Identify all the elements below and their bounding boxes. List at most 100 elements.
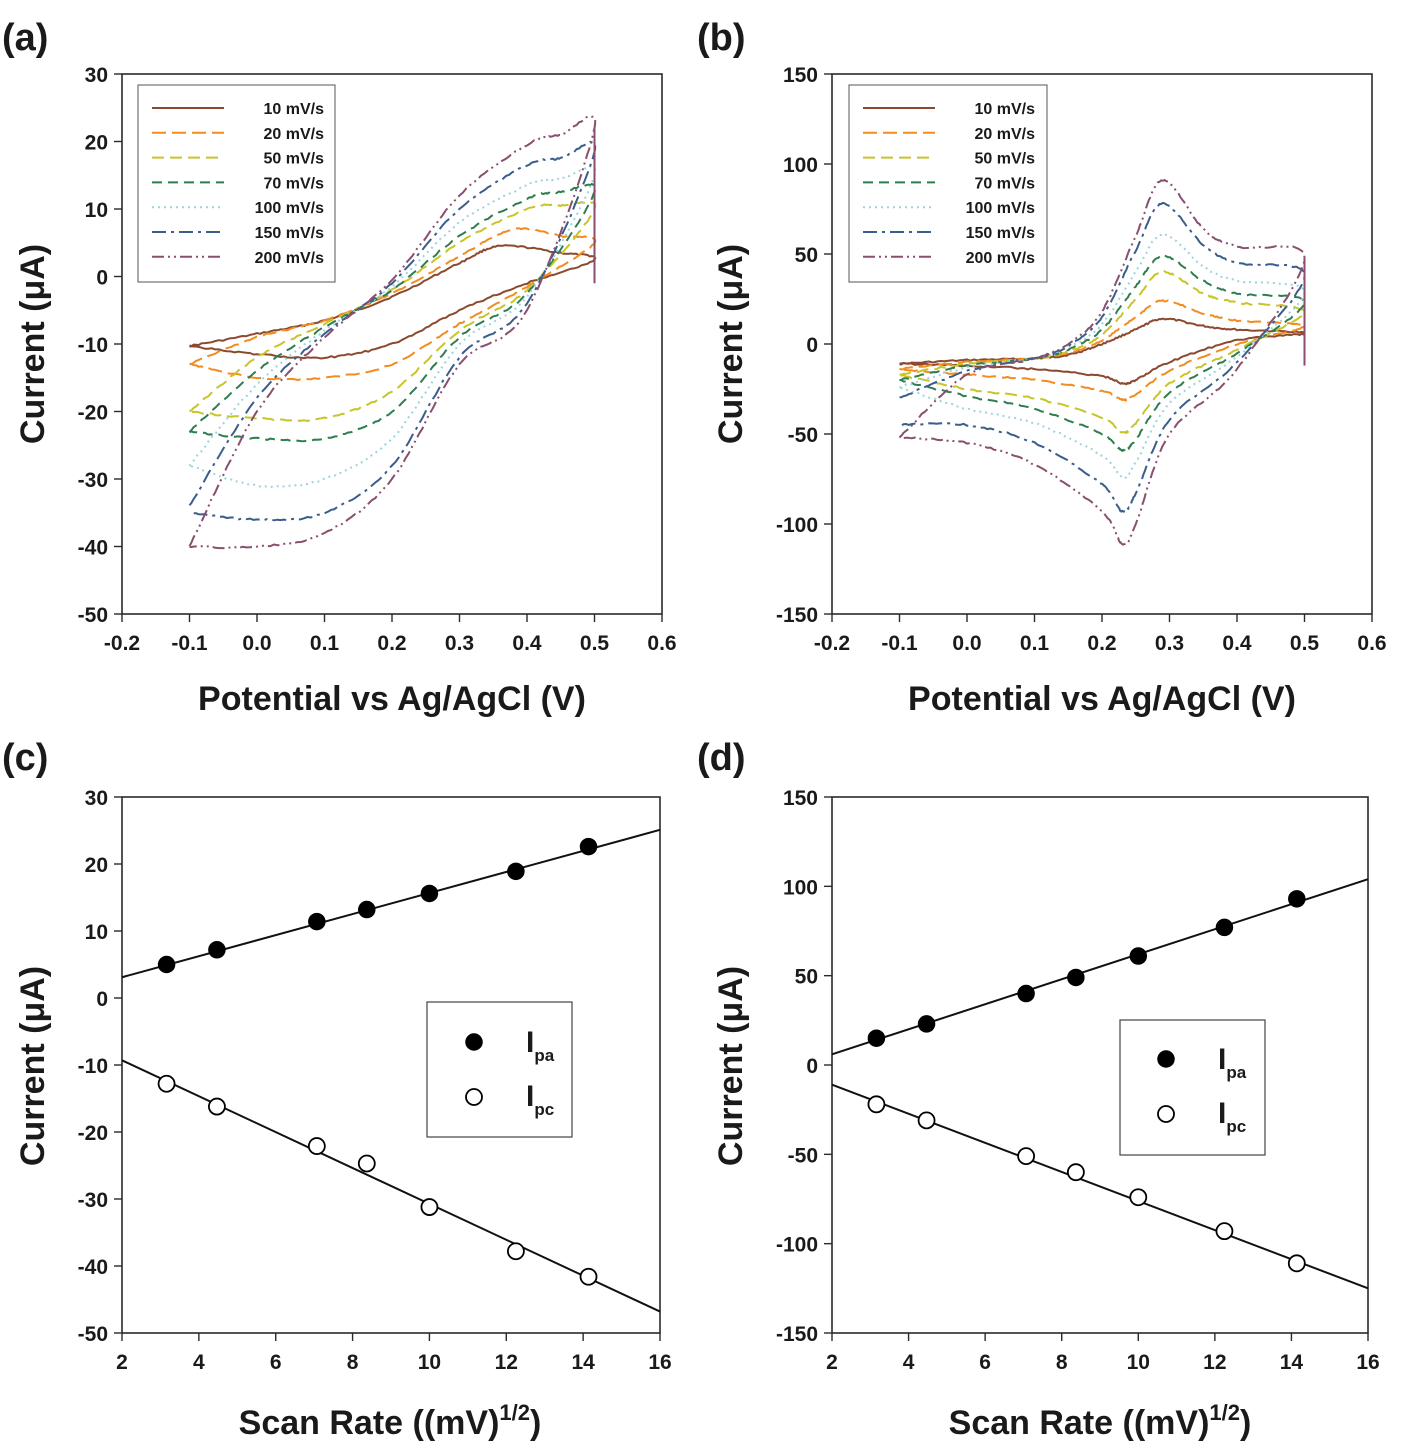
y-tick-label: -100 — [776, 514, 818, 537]
legend-label-b-4: 100 mV/s — [966, 200, 1035, 217]
cv-curve-a-1 — [189, 227, 597, 381]
y-tick-label: 10 — [85, 921, 108, 944]
data-point-d-ipa — [867, 1029, 886, 1047]
y-tick-label: 0 — [96, 267, 108, 290]
x-tick-label: 12 — [1203, 1351, 1226, 1374]
y-tick-label: -150 — [776, 604, 818, 627]
x-axis-title-c: Scan Rate ((mV)1/2) — [239, 1400, 542, 1442]
plot-frame-c — [121, 796, 661, 1334]
x-axis-title-d: Scan Rate ((mV)1/2) — [949, 1400, 1252, 1442]
y-tick-label: 20 — [85, 132, 108, 155]
cv-curve-b-6 — [898, 179, 1306, 546]
y-tick-label: -30 — [78, 469, 108, 492]
data-point-c-ipa — [420, 884, 439, 903]
cv-curve-a-5 — [188, 140, 597, 522]
x-tick-label: 0.5 — [580, 632, 610, 655]
cv-curve-a-2 — [189, 200, 597, 423]
x-tick-label: 4 — [903, 1351, 915, 1374]
legend-label-b-0: 10 mV/s — [975, 101, 1036, 118]
cv-curve-a-3 — [188, 182, 597, 443]
legend-d: Ipa Ipc — [1119, 1019, 1266, 1156]
y-tick-label: -20 — [78, 402, 108, 425]
y-tick-label: 0 — [806, 1055, 818, 1078]
cv-plot-a: -0.2 -0.1 0.0 0.1 0.2 0.3 0.4 0.5 0.6 30 20 10 0 -10 -… — [78, 64, 677, 655]
data-point-c-ipc — [506, 1242, 525, 1261]
panel-d: (d) 2 4 6 8 10 12 14 16 150 100 50 0 -50 -100 -150 Sca… — [697, 737, 1380, 1442]
legend-box-d — [1119, 1019, 1266, 1156]
y-tick-label: -40 — [78, 1256, 108, 1279]
x-tick-label: 0.1 — [1020, 632, 1050, 655]
data-point-d-ipa — [1067, 968, 1085, 987]
panel-label-a: (a) — [2, 17, 48, 59]
cv-curve-a-4 — [188, 165, 597, 488]
x-tick-label: 6 — [270, 1351, 282, 1374]
y-tick-label: -40 — [78, 537, 108, 560]
x-axis-title-b: Potential vs Ag/AgCl (V) — [908, 680, 1296, 718]
x-tick-label: 0.2 — [377, 632, 406, 655]
panel-label-b: (b) — [697, 17, 746, 59]
panel-label-c: (c) — [2, 737, 48, 779]
legend-label-a-1: 20 mV/s — [264, 126, 325, 143]
x-axis-title-d-main: Scan Rate ((mV) — [949, 1404, 1210, 1442]
data-point-c-ipa — [308, 912, 326, 931]
x-tick-label: 0.6 — [647, 632, 676, 655]
x-tick-label: 14 — [571, 1351, 595, 1374]
x-tick-label: 0.0 — [952, 632, 981, 655]
data-point-d-ipc — [867, 1095, 886, 1114]
y-tick-label: -50 — [78, 604, 108, 627]
legend-c: Ipa Ipc — [426, 1001, 573, 1138]
legend-marker-ipc-d — [1157, 1105, 1175, 1123]
cv-curve-b-5 — [899, 201, 1306, 513]
y-axis-title-d: Current (μA) — [712, 966, 750, 1166]
y-tick-label: -100 — [776, 1234, 818, 1257]
y-tick-label: -150 — [776, 1323, 818, 1346]
y-tick-label: 30 — [85, 787, 108, 810]
x-tick-label: 16 — [1356, 1351, 1379, 1374]
scatter-plot-d: 2 4 6 8 10 12 14 16 150 100 50 0 -50 -100 -150 — [776, 787, 1380, 1374]
legend-label-a-6: 200 mV/s — [255, 250, 324, 267]
y-tick-label: 100 — [783, 154, 818, 177]
data-point-d-ipc — [1066, 1163, 1085, 1182]
legend-label-ipc-c: Ipc — [526, 1080, 554, 1119]
x-tick-label: -0.2 — [104, 632, 140, 655]
legend-marker-ipa-c — [465, 1033, 483, 1051]
fit-line-c-ipc — [121, 1059, 661, 1313]
plot-frame-d — [831, 796, 1369, 1334]
x-tick-label: 16 — [648, 1351, 671, 1374]
x-tick-label: 10 — [418, 1351, 441, 1374]
y-tick-label: 10 — [85, 199, 108, 222]
x-tick-label: 0.3 — [1155, 632, 1184, 655]
data-point-c-ipa — [507, 862, 525, 881]
cv-curve-b-1 — [899, 299, 1306, 402]
y-tick-label: 20 — [85, 854, 108, 877]
legend-label-b-6: 200 mV/s — [966, 250, 1035, 267]
y-tick-label: 0 — [806, 334, 818, 357]
data-point-d-ipc — [1287, 1254, 1306, 1273]
y-axis-title-b: Current (μA) — [712, 244, 750, 444]
legend-label-a-0: 10 mV/s — [264, 101, 325, 118]
x-tick-label: 12 — [495, 1351, 518, 1374]
fit-line-c-ipa — [121, 828, 661, 979]
data-point-d-ipc — [1215, 1222, 1234, 1241]
cv-curve-b-2 — [899, 270, 1306, 434]
x-tick-label: 10 — [1127, 1351, 1150, 1374]
data-point-c-ipc — [420, 1198, 439, 1216]
data-point-c-ipc — [307, 1137, 326, 1155]
x-tick-label: 8 — [1056, 1351, 1068, 1374]
x-axis-title-d-sup: 1/2 — [1209, 1400, 1240, 1425]
x-tick-label: 14 — [1280, 1351, 1304, 1374]
x-tick-label: 0.0 — [242, 632, 271, 655]
legend-marker-ipc-c — [465, 1088, 483, 1106]
data-point-c-ipa — [208, 941, 226, 959]
fit-line-d-ipc — [831, 1083, 1369, 1290]
legend-label-a-2: 50 mV/s — [264, 151, 325, 168]
x-tick-label: 0.2 — [1087, 632, 1116, 655]
legend-box-a — [137, 84, 336, 283]
y-tick-label: 50 — [795, 244, 818, 267]
y-axis-title-a: Current (μA) — [14, 244, 52, 444]
x-tick-label: 8 — [347, 1351, 359, 1374]
x-tick-label: 0.4 — [512, 632, 542, 655]
x-axis-title-c-main: Scan Rate ((mV) — [239, 1404, 500, 1442]
legend-label-ipa-c: Ipa — [526, 1026, 555, 1065]
legend-box-b — [848, 84, 1048, 283]
